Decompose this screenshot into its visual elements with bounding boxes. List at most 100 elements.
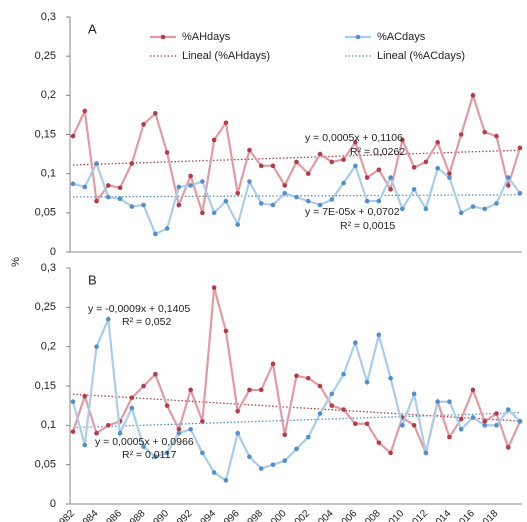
point — [517, 419, 523, 424]
annotation: y = 0,0005x + 0,0966 — [95, 436, 194, 448]
point — [505, 175, 511, 180]
point — [270, 361, 276, 367]
point — [247, 454, 252, 460]
point — [423, 206, 429, 212]
point — [117, 430, 123, 436]
point — [176, 202, 182, 208]
point — [470, 415, 476, 420]
point — [400, 423, 405, 428]
point — [458, 210, 464, 216]
x-tick-label: 2008 — [359, 508, 383, 522]
point — [482, 129, 488, 135]
trend-line — [72, 194, 521, 198]
annotation: R² = 0,052 — [122, 316, 171, 328]
x-tick-label: 1996 — [218, 508, 242, 522]
point — [329, 391, 335, 397]
point — [164, 150, 170, 155]
point — [258, 466, 264, 471]
point — [153, 111, 158, 116]
point — [294, 446, 299, 452]
point — [223, 478, 229, 483]
point — [117, 185, 123, 191]
point — [458, 426, 464, 432]
annotation: R² = 0,0015 — [340, 220, 395, 232]
x-tick-label: 1982 — [53, 508, 77, 522]
point — [411, 187, 417, 192]
point — [223, 120, 229, 126]
point — [211, 210, 217, 216]
point — [211, 137, 217, 143]
x-tick-label: 2006 — [336, 508, 360, 522]
x-tick-label: 1998 — [242, 508, 266, 522]
point — [317, 411, 323, 416]
point — [94, 161, 99, 166]
legend-marker — [160, 34, 166, 40]
point — [188, 173, 193, 179]
point — [458, 416, 464, 422]
point — [258, 201, 264, 206]
legend-marker — [355, 34, 361, 40]
point — [282, 183, 288, 188]
y-tick-label: 0,25 — [35, 50, 56, 62]
point — [70, 133, 76, 139]
point — [129, 161, 135, 166]
point — [435, 140, 440, 145]
point — [94, 430, 99, 436]
point — [305, 375, 311, 381]
point — [470, 93, 476, 98]
point — [341, 157, 346, 162]
point — [447, 399, 452, 405]
point — [388, 450, 393, 456]
point — [235, 222, 240, 227]
point — [235, 408, 240, 414]
point — [411, 165, 417, 170]
point — [294, 159, 299, 165]
point — [353, 421, 358, 427]
point — [470, 387, 476, 393]
y-tick-label: 0,1 — [41, 168, 56, 180]
point — [388, 175, 393, 180]
point — [364, 175, 370, 180]
point — [364, 421, 370, 427]
point — [235, 190, 240, 196]
point — [329, 197, 335, 202]
y-tick-label: 0,3 — [41, 11, 56, 23]
point — [423, 159, 429, 165]
point — [141, 444, 146, 449]
point — [376, 167, 382, 173]
point — [117, 196, 123, 202]
point — [482, 419, 488, 424]
y-tick-label: 0,05 — [35, 207, 56, 219]
point — [105, 423, 111, 428]
point — [305, 198, 311, 204]
annotation: y = 7E-05x + 0,0702 — [305, 206, 400, 218]
point — [294, 194, 299, 200]
annotation: y = -0,0009x + 0,1405 — [88, 303, 190, 315]
point — [211, 285, 217, 290]
point — [505, 183, 511, 188]
trend-line — [72, 149, 521, 166]
x-tick-label: 1990 — [148, 508, 172, 522]
point — [153, 231, 158, 237]
point — [388, 375, 393, 381]
point — [388, 187, 393, 192]
point — [70, 181, 76, 187]
point — [70, 429, 76, 434]
point — [200, 450, 205, 456]
point — [435, 165, 440, 171]
point — [105, 183, 111, 188]
point — [129, 405, 135, 411]
x-tick-label: 1988 — [124, 508, 148, 522]
point — [376, 332, 382, 338]
point — [211, 470, 217, 475]
point — [447, 175, 452, 180]
point — [247, 147, 252, 153]
point — [364, 198, 370, 204]
point — [164, 450, 170, 456]
point — [94, 344, 99, 349]
point — [188, 426, 193, 432]
y-tick-label: 0,05 — [35, 459, 56, 471]
x-tick-label: 1984 — [77, 508, 101, 522]
point — [411, 391, 417, 397]
